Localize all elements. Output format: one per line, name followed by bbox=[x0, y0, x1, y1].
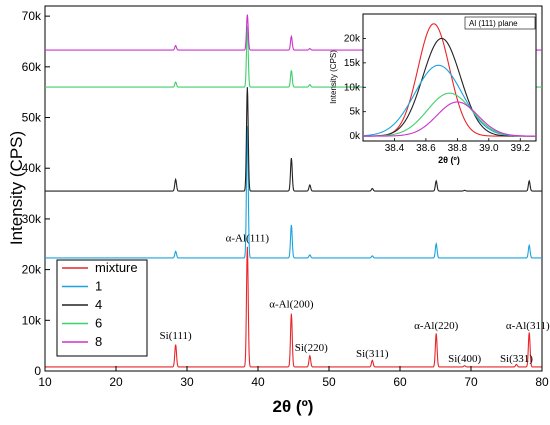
inset-layer: 38.4 38.6 38.8 39.0 39.2 0k 5k 10k 15k 20k bbox=[344, 23, 537, 154]
peak-annotation: Si(400) bbox=[448, 353, 481, 365]
inset-y-axis-title: Intensity (CPS) bbox=[329, 50, 338, 104]
x-tick-label: 50 bbox=[322, 375, 336, 389]
y-tick-label: 40k bbox=[22, 161, 42, 175]
inset-series-line-8 bbox=[363, 101, 536, 137]
legend-box bbox=[56, 259, 148, 357]
legend-label: 1 bbox=[95, 279, 102, 294]
peak-annotation: α-Al(200) bbox=[269, 299, 314, 311]
x-tick-label: 20 bbox=[109, 375, 123, 389]
peak-annotation: α-Al(311) bbox=[506, 320, 550, 332]
inset-title: Al (111) plane bbox=[469, 19, 518, 28]
y-tick-label: 50k bbox=[22, 111, 42, 125]
y-tick-label: 10k bbox=[22, 313, 42, 327]
y-tick-label: 0 bbox=[34, 364, 41, 378]
x-tick-label: 70 bbox=[464, 375, 478, 389]
inset-y-tick-label: 10k bbox=[344, 82, 361, 93]
peak-annotation: α-Al(111) bbox=[226, 233, 270, 245]
y-tick-label: 70k bbox=[22, 9, 42, 23]
peak-annotation: Si(111) bbox=[160, 330, 193, 342]
x-tick-label: 60 bbox=[393, 375, 407, 389]
inset-x-tick-label: 38.6 bbox=[416, 143, 436, 154]
legend-label: mixture bbox=[95, 260, 138, 275]
inset-y-tick-label: 15k bbox=[344, 58, 361, 69]
series-line-1 bbox=[45, 126, 542, 259]
legend-label: 8 bbox=[95, 334, 102, 349]
x-tick-label: 10 bbox=[38, 375, 52, 389]
inset-frame bbox=[362, 13, 537, 142]
plot-frame bbox=[44, 5, 543, 372]
y-tick-label: 20k bbox=[22, 263, 42, 277]
peak-annotation: Si(311) bbox=[356, 348, 389, 360]
y-tick-label: 60k bbox=[22, 60, 42, 74]
x-axis-title: 2θ (º) bbox=[273, 397, 314, 416]
legend-label: 4 bbox=[95, 297, 102, 312]
x-tick-label: 40 bbox=[251, 375, 265, 389]
inset-series-line-4 bbox=[363, 37, 537, 137]
inset-x-axis-title: 2θ (º) bbox=[438, 155, 460, 165]
y-axis-title: Intensity (CPS) bbox=[7, 131, 26, 245]
peak-annotation: α-Al(220) bbox=[414, 320, 459, 332]
inset-x-tick-label: 39.2 bbox=[511, 143, 531, 154]
x-tick-label: 80 bbox=[535, 375, 549, 389]
inset-y-tick-label: 20k bbox=[344, 33, 361, 44]
series-line-mixture bbox=[45, 246, 542, 368]
series-line-4 bbox=[45, 87, 542, 192]
inset-title-box bbox=[464, 16, 536, 30]
y-tick-label: 30k bbox=[22, 212, 42, 226]
inset-x-tick-label: 38.8 bbox=[448, 143, 468, 154]
inset-y-tick-label: 5k bbox=[349, 107, 361, 118]
inset-x-tick-label: 38.4 bbox=[385, 143, 405, 154]
legend-label: 6 bbox=[95, 316, 102, 331]
legend: mixture 1 4 6 8 bbox=[56, 259, 148, 357]
peak-annotation: Si(220) bbox=[295, 342, 328, 354]
x-tick-label: 30 bbox=[180, 375, 194, 389]
peak-annotation: Si(331) bbox=[500, 353, 533, 365]
inset-y-tick-label: 0k bbox=[349, 131, 361, 142]
inset-x-tick-label: 39.0 bbox=[479, 143, 499, 154]
annotation-layer: α-Al(111) α-Al(200) α-Al(220) α-Al(311) Si(1… bbox=[160, 233, 550, 365]
